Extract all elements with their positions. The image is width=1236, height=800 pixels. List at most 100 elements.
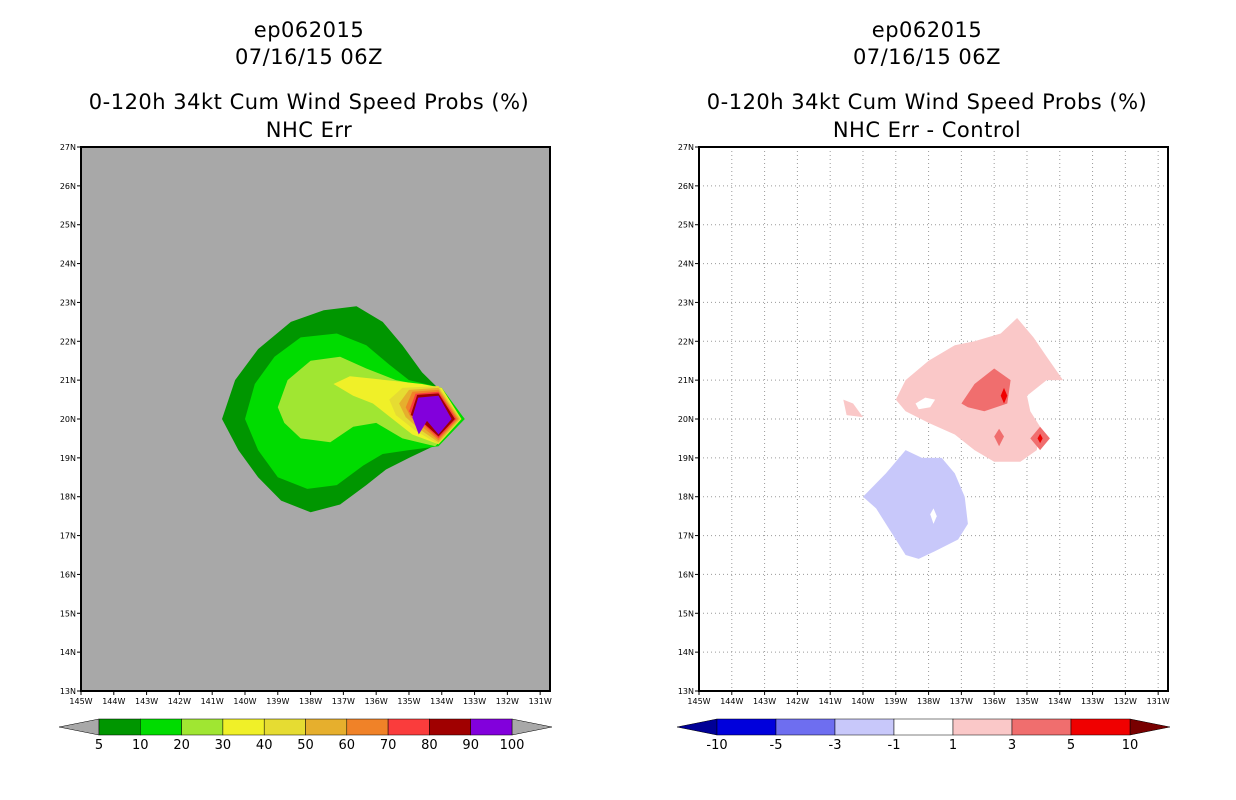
left-y-tick-label: 20N: [60, 415, 76, 424]
left-y-tick-label: 24N: [60, 260, 76, 269]
right-colorbar-label: 3: [1008, 738, 1016, 753]
left-colorbar-swatch-5: [305, 718, 348, 736]
left-x-tick-label: 144W: [102, 697, 125, 706]
right-colorbar-swatch-0: [716, 718, 777, 736]
right-x-tick-label: 143W: [753, 697, 776, 706]
left-y-tick-label: 22N: [60, 337, 76, 346]
left-chart-svg: 145W 144W 143W 142W 141W 140W 139W 138W 137W 136W…: [58, 143, 553, 753]
left-colorbar-label: 90: [462, 738, 479, 753]
left-colorbar-swatch-7: [387, 718, 430, 736]
left-y-tick-label: 19N: [60, 454, 76, 463]
left-x-tick-label: 133W: [463, 697, 486, 706]
left-x-tick-label: 135W: [397, 697, 420, 706]
left-y-tick-label: 26N: [60, 182, 76, 191]
right-colorbar-label: -5: [770, 738, 783, 753]
right-x-tick-label: 142W: [786, 697, 809, 706]
right-x-tick-label: 145W: [687, 697, 710, 706]
left-x-tick-label: 136W: [365, 697, 388, 706]
right-x-tick-label: 139W: [884, 697, 907, 706]
right-colorbar-swatch-3: [893, 718, 954, 736]
left-contour-9: [412, 395, 452, 435]
left-colorbar-swatch-4: [263, 718, 306, 736]
left-colorbar-swatch-8: [429, 718, 471, 736]
right-x-tick-label: 141W: [819, 697, 842, 706]
right-colorbar-label: -10: [706, 738, 727, 753]
right-y-tick-label: 26N: [678, 182, 694, 191]
right-x-tick-label: 136W: [983, 697, 1006, 706]
right-y-tick-label: 16N: [678, 570, 694, 579]
left-colorbar-label: 40: [256, 738, 273, 753]
right-title-line-2: 07/16/15 06Z: [852, 45, 1002, 69]
right-title-line-4: NHC Err - Control: [832, 118, 1022, 142]
left-y-tick-label: 18N: [60, 493, 76, 502]
left-title-line-1: ep062015: [253, 18, 365, 42]
left-colorbar-label: 5: [95, 738, 103, 753]
right-x-tick-label: 137W: [950, 697, 973, 706]
left-colorbar-right-arrow: [511, 718, 553, 736]
right-contour-9: [930, 508, 937, 524]
right-colorbar-swatch-6: [1070, 718, 1131, 736]
left-title-line-2: 07/16/15 06Z: [234, 45, 384, 69]
left-colorbar-swatch-0: [98, 718, 141, 736]
left-title-line-4: NHC Err: [265, 118, 353, 142]
right-colorbar-label: 10: [1122, 738, 1139, 753]
right-colorbar-swatch-5: [1011, 718, 1072, 736]
left-y-tick-label: 14N: [60, 648, 76, 657]
right-colorbar-swatch-4: [952, 718, 1013, 736]
left-y-tick-label: 21N: [60, 376, 76, 385]
right-y-tick-label: 14N: [678, 648, 694, 657]
right-contour-8: [915, 397, 936, 410]
right-colorbar-label: 1: [949, 738, 957, 753]
right-x-tick-label: 133W: [1081, 697, 1104, 706]
right-contour-7: [863, 450, 968, 559]
right-y-tick-label: 19N: [678, 454, 694, 463]
right-contour-2: [961, 368, 1011, 412]
right-colorbar-swatch-1: [775, 718, 836, 736]
left-colorbar-label: 50: [297, 738, 314, 753]
left-colorbar-label: 30: [215, 738, 232, 753]
right-y-tick-label: 24N: [678, 260, 694, 269]
right-y-tick-label: 18N: [678, 493, 694, 502]
right-chart-svg: 145W 144W 143W 142W 141W 140W 139W 138W 137W 136W…: [676, 143, 1171, 753]
right-x-tick-label: 132W: [1114, 697, 1137, 706]
left-x-tick-label: 132W: [496, 697, 519, 706]
left-panel: ep062015 07/16/15 06Z 0-120h 34kt Cum Wi…: [58, 18, 553, 753]
right-contour-1: [843, 399, 863, 418]
left-colorbar-swatch-2: [181, 718, 224, 736]
right-colorbar-swatch-2: [834, 718, 895, 736]
left-colorbar-label: 80: [421, 738, 438, 753]
left-y-tick-label: 23N: [60, 298, 76, 307]
right-y-tick-label: 25N: [678, 221, 694, 230]
left-colorbar-label: 20: [173, 738, 190, 753]
left-x-tick-label: 131W: [529, 697, 552, 706]
right-contour-6: [1037, 433, 1043, 444]
right-y-tick-label: 13N: [678, 687, 694, 696]
right-y-tick-label: 22N: [678, 337, 694, 346]
left-y-tick-label: 27N: [60, 143, 76, 152]
right-colorbar-label: -1: [888, 738, 901, 753]
left-x-tick-label: 145W: [69, 697, 92, 706]
left-x-tick-label: 138W: [299, 697, 322, 706]
left-y-tick-label: 15N: [60, 609, 76, 618]
right-x-tick-label: 135W: [1015, 697, 1038, 706]
right-colorbar-left-arrow: [676, 718, 718, 736]
left-colorbar-label: 70: [380, 738, 397, 753]
left-colorbar-swatch-1: [140, 718, 182, 736]
right-y-tick-label: 23N: [678, 298, 694, 307]
left-colorbar-label: 100: [500, 738, 525, 753]
right-colorbar-label: -3: [829, 738, 842, 753]
left-x-tick-label: 143W: [135, 697, 158, 706]
left-x-tick-label: 142W: [168, 697, 191, 706]
left-title-line-3: 0-120h 34kt Cum Wind Speed Probs (%): [88, 90, 530, 114]
right-x-tick-label: 140W: [851, 697, 874, 706]
right-x-tick-label: 134W: [1048, 697, 1071, 706]
left-y-tick-label: 13N: [60, 687, 76, 696]
left-colorbar-swatch-9: [470, 718, 513, 736]
left-y-tick-label: 16N: [60, 570, 76, 579]
right-y-tick-label: 20N: [678, 415, 694, 424]
right-title-line-1: ep062015: [871, 18, 983, 42]
left-x-tick-label: 137W: [332, 697, 355, 706]
left-x-tick-label: 139W: [266, 697, 289, 706]
right-contour-3: [994, 428, 1004, 447]
left-x-tick-label: 141W: [201, 697, 224, 706]
